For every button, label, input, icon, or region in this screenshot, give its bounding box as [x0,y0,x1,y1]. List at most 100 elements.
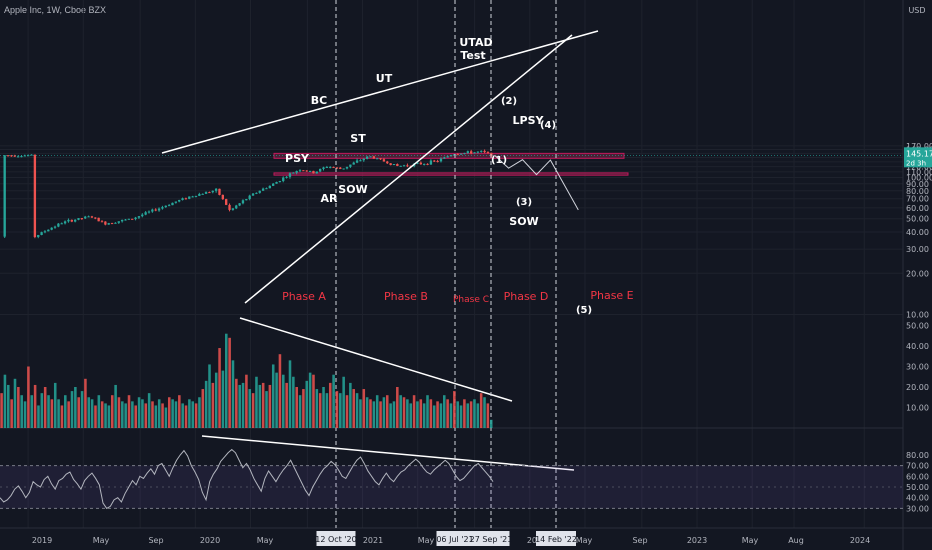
volume-bar [10,399,13,428]
volume-bar [422,403,426,428]
volume-bar [328,382,332,428]
candle-body [372,156,376,159]
candle-body [486,152,490,154]
price-tag-value: 145.17 [906,149,932,158]
candle-body [57,223,60,227]
upper-wedge-line [161,30,599,154]
volume-bar [439,403,443,428]
candle-body [201,193,204,195]
volume-bar [87,397,91,428]
phase-label: Phase A [282,290,326,303]
volume-bar [258,384,262,428]
volume-bar [171,399,174,428]
volume-bar [211,382,215,428]
candle-body [436,161,439,163]
candle-body [211,190,214,193]
volume-bar [382,397,386,428]
candle-body [268,185,271,189]
volume-bar [100,401,104,428]
candle-body [131,218,134,220]
candle-body [117,221,120,223]
volume-bar [466,403,470,428]
date-marker-tag [536,531,576,546]
candle-body [329,166,332,168]
volume-bar [399,395,402,428]
volume-bar [30,395,34,428]
volume-bar [265,391,268,428]
volume-bar [432,405,436,428]
volume-bar [131,401,134,428]
candle-body [40,232,43,235]
candle-body [292,172,295,174]
candle-body [396,164,399,167]
volume-bar [43,387,47,428]
price-tick-label: 40.00 [906,228,929,237]
candle-body [285,176,288,178]
time-tick-label: May [93,536,110,545]
price-tick-label: 70.00 [906,195,929,204]
candle-body [251,193,255,196]
volume-bar [429,399,433,428]
candle-body [322,167,325,169]
candle-body [188,196,191,199]
candle-body [459,153,463,155]
candle-body [114,222,117,224]
volume-bar [164,407,168,428]
volume-bar [352,389,355,428]
test-label: Test [460,49,485,62]
volume-bar [13,378,17,428]
volume-bar [295,387,298,428]
candle-body [137,216,141,218]
volume-bar [298,395,302,428]
sow-label-phase-a: SOW [338,183,367,196]
candle-body [63,221,67,224]
candle-body [271,183,275,186]
volume-bar [278,354,282,428]
price-tag-bg [904,147,932,168]
candle-body [154,209,157,211]
candle-body [318,168,322,172]
time-tick-label: May [418,536,435,545]
candle-body [255,192,258,194]
volume-bar [349,382,352,428]
volume-bar [473,399,476,428]
symbol-label: Apple Inc, 1W, Cboe BZX [4,5,107,15]
volume-bar [385,395,389,428]
volume-bar [261,382,265,428]
candle-body [191,196,194,198]
st-label: ST [350,132,366,145]
candle-body [70,219,73,222]
time-tick-label: Sep [632,536,647,545]
volume-bar [80,391,84,428]
volume-bar [17,387,20,428]
candle-body [342,168,345,170]
volume-bar [141,399,144,428]
ar-label: AR [321,192,339,205]
price-tick-label: 90.00 [906,180,929,189]
currency-label: USD [908,6,925,15]
date-marker-tag [436,531,474,546]
time-tick-label: 2023 [687,536,707,545]
ut-label: UT [376,72,393,85]
volume-trend-line [239,317,513,402]
candle-body [335,167,339,169]
candle-body [235,205,238,209]
volume-bar [134,405,138,428]
volume-bar [204,380,208,428]
volume-bar [409,403,413,428]
volume-bar [369,399,372,428]
candle-body [302,170,305,172]
date-marker-label: 12 Oct '20 [315,535,356,544]
phase-label: Phase B [384,290,428,303]
volume-bar [37,405,40,428]
candle-body [23,155,26,157]
candle-body [67,219,70,222]
volume-bar [355,393,359,428]
volume-bar [255,376,258,428]
candle-body [208,192,211,194]
candle-body [16,156,20,158]
volume-bar [238,384,241,428]
volume-bar [191,401,195,428]
rsi-tick-label: 40.00 [906,494,929,503]
